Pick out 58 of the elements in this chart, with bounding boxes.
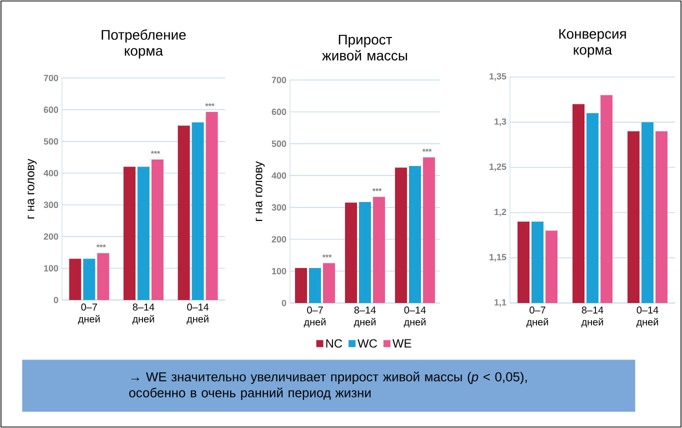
bar xyxy=(372,196,385,303)
y-tick-label: 500 xyxy=(44,138,58,145)
x-tick-label: 0–14 дней xyxy=(404,306,426,328)
x-tick-label: 0–7 дней xyxy=(78,304,100,324)
y-tick-label: 400 xyxy=(44,170,58,176)
y-tick-label: 100 xyxy=(44,265,58,272)
y-tick-label: 500 xyxy=(272,140,286,147)
y-axis-title: г на голову xyxy=(28,158,37,218)
chart-title: Конверсия корма xyxy=(559,29,626,58)
x-tick-label: 8–14 дней xyxy=(132,304,154,324)
bar xyxy=(83,258,96,300)
x-tick-label: 0–14 дней xyxy=(186,304,209,324)
bar xyxy=(192,122,204,300)
y-tick-label: 200 xyxy=(272,236,286,242)
y-tick-label: 1,2 xyxy=(494,208,506,216)
chart-title: Прирост живой массы xyxy=(322,34,407,61)
y-tick-label: 1,25 xyxy=(490,164,506,172)
y-tick-label: 0 xyxy=(54,296,58,304)
y-tick-label: 700 xyxy=(272,76,286,84)
legend-label: WC xyxy=(358,339,378,348)
chart-title: Потребление корма xyxy=(102,29,186,58)
y-tick-label: 600 xyxy=(272,108,286,116)
bar xyxy=(395,168,408,303)
y-tick-label: 1,1 xyxy=(494,299,506,307)
bar xyxy=(345,202,358,303)
y-tick-label: 1,15 xyxy=(490,254,506,262)
y-tick-label: 100 xyxy=(272,268,286,274)
y-tick-label: 600 xyxy=(44,106,58,113)
bar xyxy=(409,166,421,303)
y-axis-title: г на голову xyxy=(256,161,265,221)
bar xyxy=(151,160,164,300)
legend-label: NC xyxy=(326,339,342,348)
y-tick-label: 1,3 xyxy=(494,118,506,126)
x-tick-label: 0–14 дней xyxy=(636,306,658,328)
y-tick-label: 300 xyxy=(44,202,58,208)
y-tick-label: 1,35 xyxy=(490,73,506,81)
bar xyxy=(206,112,218,300)
bar xyxy=(322,263,335,303)
legend-label: WE xyxy=(392,339,412,348)
bar xyxy=(124,166,136,300)
bar xyxy=(309,268,322,303)
x-tick-label: 0–7 дней xyxy=(304,306,326,328)
bar xyxy=(178,126,190,300)
y-tick-label: 700 xyxy=(44,74,58,82)
bar xyxy=(422,157,435,303)
x-tick-label: 8–14 дней xyxy=(354,306,376,328)
y-tick-label: 300 xyxy=(272,204,286,211)
bar xyxy=(69,258,82,300)
bar xyxy=(97,253,110,300)
y-tick-label: 200 xyxy=(44,233,58,240)
x-tick-label: 8–14 дней xyxy=(581,306,604,328)
bar xyxy=(359,202,372,303)
text: → WE значительно увеличивает прирост живой массы (p < 0,05), особенно в очень ранний период жизни xyxy=(129,372,527,400)
y-tick-label: 0 xyxy=(282,300,286,306)
bar xyxy=(295,268,308,303)
y-tick-label: 400 xyxy=(272,172,286,179)
x-tick-label: 0–7 дней xyxy=(526,306,548,328)
bar xyxy=(138,166,150,300)
